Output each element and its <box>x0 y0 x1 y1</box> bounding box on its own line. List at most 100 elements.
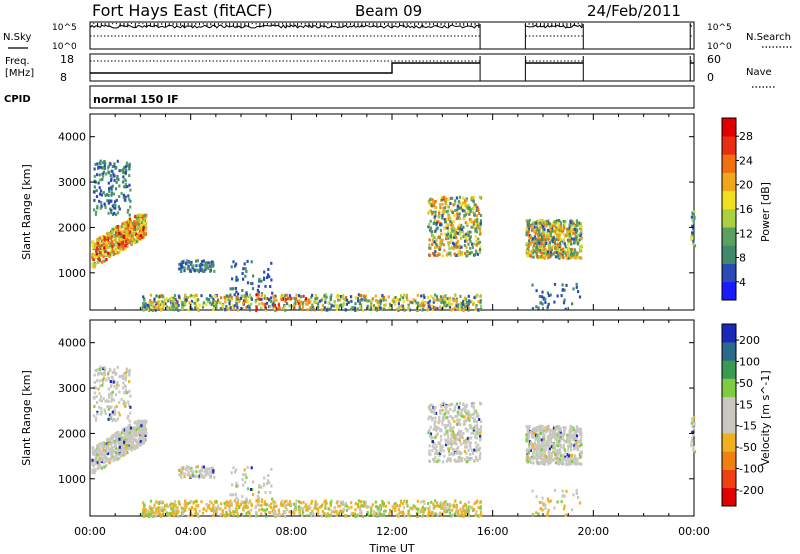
power-cell <box>260 306 263 310</box>
power-cell <box>106 244 109 248</box>
velocity-cell <box>93 458 96 462</box>
power-cell <box>136 218 139 222</box>
power-cell <box>575 228 579 232</box>
power-cell <box>451 307 454 311</box>
power-cell <box>564 249 567 253</box>
power-cell <box>535 230 538 234</box>
velocity-cell <box>325 514 329 518</box>
power-cell <box>440 232 443 236</box>
velocity-cell <box>211 466 214 470</box>
velocity-cell <box>458 450 461 454</box>
velocity-cell <box>122 399 125 403</box>
power-cell <box>562 301 566 305</box>
power-cell <box>547 237 550 241</box>
power-cell <box>474 235 477 239</box>
power-cell <box>141 235 144 239</box>
power-cell <box>478 232 482 236</box>
velocity-cell <box>97 371 100 375</box>
velocity-cell <box>461 436 465 440</box>
power-cell <box>137 223 140 227</box>
velocity-cell <box>172 511 175 515</box>
velocity-cell <box>445 430 448 434</box>
power-cell <box>221 303 224 307</box>
power-cell <box>562 220 565 223</box>
nave-tick-high: 60 <box>707 53 721 66</box>
velocity-cell <box>438 505 441 508</box>
velocity-cell <box>208 504 211 508</box>
power-cell <box>449 220 452 223</box>
power-cell <box>456 216 459 220</box>
velocity-cell <box>138 435 141 439</box>
power-cell <box>466 210 470 214</box>
velocity-cell <box>113 384 116 388</box>
velocity-cell <box>286 508 289 512</box>
power-cell <box>470 299 473 303</box>
velocity-cell <box>122 381 125 385</box>
power-cell <box>402 306 405 310</box>
power-cell <box>201 267 204 271</box>
velocity-cell <box>435 501 438 505</box>
velocity-cell <box>229 499 232 503</box>
power-cell <box>542 225 545 229</box>
power-cell <box>542 245 545 249</box>
velocity-cell <box>235 507 238 511</box>
power-cell <box>183 266 186 270</box>
power-cell <box>114 250 117 254</box>
velocity-cell <box>111 433 114 437</box>
power-cell <box>94 212 97 216</box>
power-cell <box>539 248 542 252</box>
freq-trace <box>90 56 695 81</box>
power-cell <box>438 299 441 302</box>
velocity-cell <box>217 504 220 508</box>
velocity-cell <box>193 475 196 479</box>
velocity-cell <box>126 416 129 420</box>
power-cell <box>182 303 185 307</box>
velocity-cell <box>329 504 332 507</box>
power-cell <box>94 244 97 248</box>
velocity-cell <box>121 440 124 444</box>
velocity-cell <box>559 437 562 441</box>
velocity-cell <box>379 512 382 516</box>
power-cell <box>278 307 281 311</box>
velocity-cell <box>108 395 111 399</box>
power-cell <box>155 306 159 310</box>
power-cell <box>536 228 539 232</box>
velocity-cell <box>100 466 103 470</box>
power-cell <box>192 264 195 268</box>
velocity-cell <box>176 506 179 510</box>
velocity-cell <box>310 501 313 505</box>
power-cell <box>435 243 438 247</box>
velocity-cell <box>438 459 441 462</box>
power-cell <box>547 218 550 222</box>
velocity-cell <box>100 399 103 403</box>
velocity-cell <box>447 435 450 439</box>
velocity-cell <box>110 417 113 421</box>
velocity-cell <box>538 439 541 443</box>
power-cell <box>119 237 123 241</box>
velocity-cell <box>283 500 286 504</box>
velocity-cell <box>110 383 113 387</box>
power-cell <box>258 277 261 281</box>
velocity-cell <box>209 500 212 504</box>
power-cell <box>354 308 357 312</box>
power-cell <box>93 252 96 256</box>
velocity-cell <box>100 407 103 410</box>
velocity-cell <box>219 513 222 517</box>
power-cell <box>108 189 111 193</box>
velocity-cell <box>164 508 167 512</box>
power-cell <box>316 296 319 300</box>
velocity-cell <box>480 514 483 517</box>
velocity-cell <box>241 513 244 517</box>
velocity-cell <box>325 501 328 505</box>
power-cell <box>100 244 103 248</box>
velocity-cell <box>114 406 117 410</box>
velocity-cell <box>451 508 454 512</box>
velocity-cell <box>459 514 462 518</box>
power-cell <box>434 210 437 214</box>
velocity-cell <box>211 468 214 472</box>
velocity-cell <box>180 472 183 476</box>
power-cell <box>574 238 578 242</box>
power-cell <box>131 234 134 238</box>
power-cell <box>541 295 544 299</box>
velocity-cell <box>215 511 218 515</box>
